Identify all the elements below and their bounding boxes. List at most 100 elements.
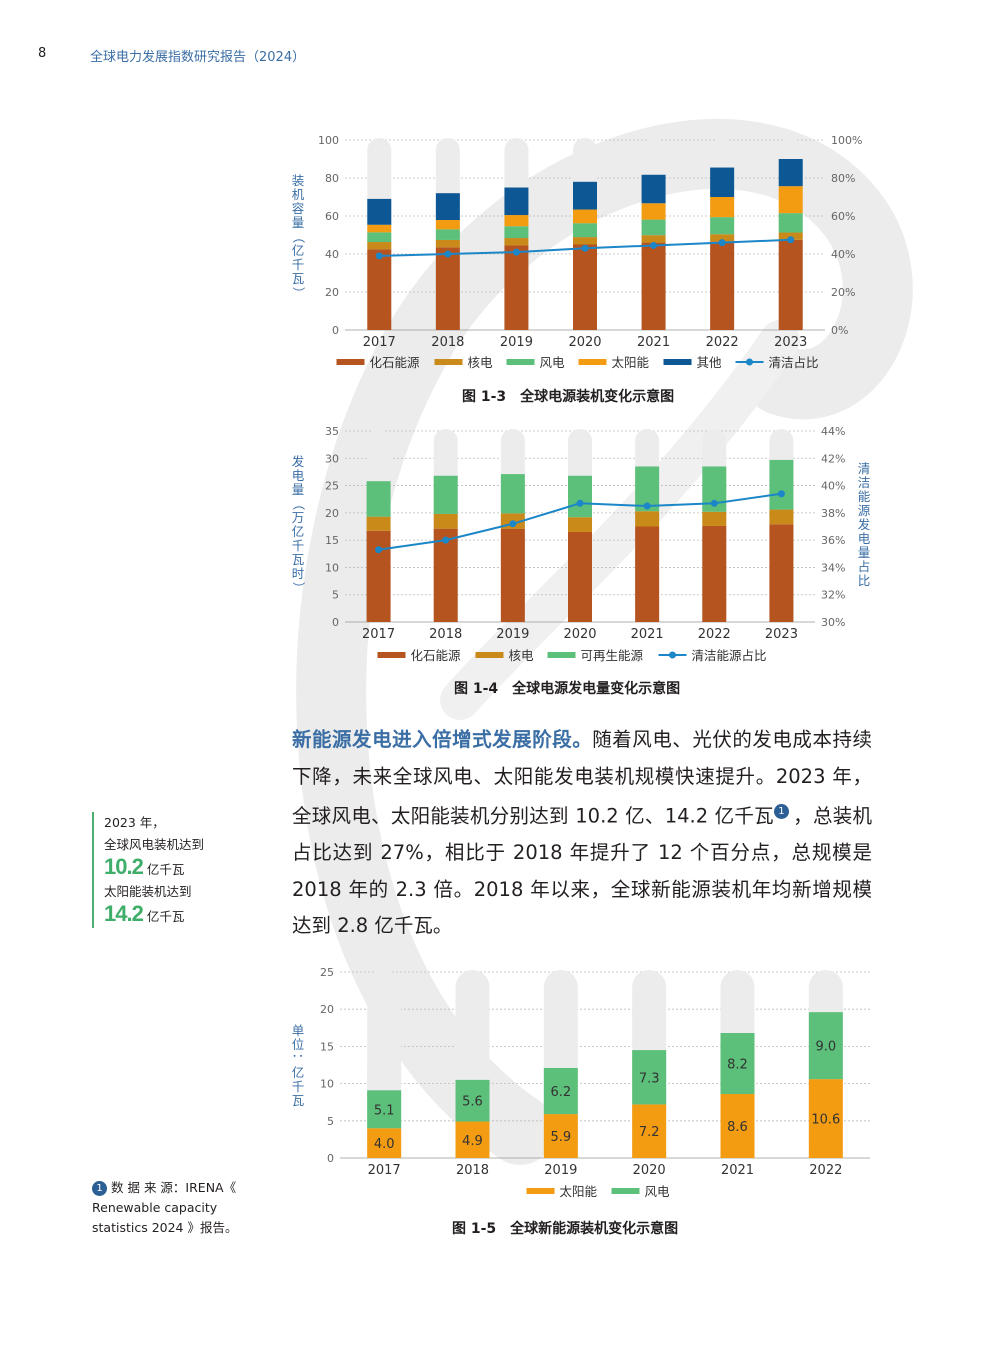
line-point bbox=[718, 239, 726, 247]
y2-tick-label: 60% bbox=[831, 210, 855, 223]
y-axis-label-char: 千 bbox=[292, 257, 305, 272]
page-number: 8 bbox=[38, 46, 47, 61]
bar-segment-太阳能 bbox=[543, 1114, 578, 1158]
y-tick-label: 0 bbox=[327, 1152, 334, 1165]
line-point bbox=[509, 520, 517, 528]
footnote-marker: 1 bbox=[773, 804, 789, 819]
bar-segment-风电 bbox=[573, 223, 597, 238]
bar-segment-风电 bbox=[367, 1090, 402, 1129]
sidenote-line-1: 2023 年， bbox=[104, 815, 165, 830]
x-tick-label: 2019 bbox=[500, 335, 533, 350]
bar-segment-其他 bbox=[641, 174, 666, 204]
y-tick-label: 25 bbox=[320, 966, 334, 979]
y-axis-label-char: 亿 bbox=[292, 1065, 305, 1080]
line-point bbox=[512, 248, 520, 256]
bar-segment-核电 bbox=[702, 511, 727, 526]
bar-segment-风电 bbox=[641, 219, 666, 236]
x-tick-label: 2021 bbox=[637, 335, 670, 350]
bar-data-label: 5.1 bbox=[374, 1103, 395, 1118]
bar-segment-可再生能源 bbox=[568, 475, 592, 518]
bar-data-label: 9.0 bbox=[815, 1040, 836, 1055]
y2-tick-label: 38% bbox=[821, 507, 845, 520]
y2-tick-label: 44% bbox=[821, 425, 845, 438]
x-tick-label: 2017 bbox=[362, 627, 395, 642]
legend-swatch bbox=[475, 652, 504, 658]
y2-axis-label-char: 比 bbox=[858, 573, 871, 588]
x-tick-label: 2018 bbox=[456, 1163, 489, 1178]
line-point bbox=[375, 252, 383, 260]
bar-segment-风电 bbox=[543, 1067, 578, 1115]
bar-segment-化石能源 bbox=[635, 526, 660, 622]
x-tick-label: 2020 bbox=[563, 627, 596, 642]
bar-segment-其他 bbox=[710, 167, 735, 197]
y-tick-label: 80 bbox=[325, 172, 339, 185]
bar-segment-化石能源 bbox=[366, 530, 391, 622]
y2-axis-label-char: 量 bbox=[858, 545, 871, 560]
y2-tick-label: 34% bbox=[821, 561, 845, 574]
line-point bbox=[375, 546, 383, 554]
y2-axis-label-char: 发 bbox=[858, 517, 871, 532]
y-axis-label-char: 容 bbox=[292, 201, 305, 216]
y-axis-label-char: ： bbox=[291, 1053, 306, 1066]
line-point bbox=[777, 490, 785, 498]
x-tick-label: 2019 bbox=[544, 1163, 577, 1178]
line-point bbox=[643, 502, 651, 510]
y-tick-label: 40 bbox=[325, 248, 339, 261]
bar-segment-核电 bbox=[366, 516, 391, 531]
y-tick-label: 25 bbox=[325, 480, 339, 493]
legend-swatch bbox=[506, 359, 535, 365]
legend-label: 其他 bbox=[697, 355, 723, 370]
legend-swatch bbox=[336, 359, 365, 365]
y2-tick-label: 100% bbox=[831, 134, 862, 147]
y2-tick-label: 42% bbox=[821, 452, 845, 465]
sidenote-unit-1: 亿千瓦 bbox=[146, 862, 185, 877]
line-point bbox=[787, 236, 795, 244]
bar-segment-太阳能 bbox=[632, 1104, 667, 1158]
bar-segment-其他 bbox=[367, 198, 392, 225]
bar-segment-太阳能 bbox=[710, 197, 735, 218]
y-axis-label-char: ） bbox=[291, 287, 306, 300]
running-header-title: 全球电力发展指数研究报告（2024） bbox=[90, 50, 306, 65]
legend-swatch bbox=[663, 359, 692, 365]
bar-segment-风电 bbox=[720, 1033, 755, 1095]
bar-segment-太阳能 bbox=[808, 1079, 843, 1158]
y-tick-label: 0 bbox=[332, 616, 339, 629]
bar-segment-核电 bbox=[635, 511, 660, 527]
bar-segment-化石能源 bbox=[769, 524, 794, 622]
bar-data-label: 4.0 bbox=[374, 1137, 395, 1152]
bar-segment-太阳能 bbox=[435, 219, 460, 230]
y-tick-label: 35 bbox=[325, 425, 339, 438]
y-tick-label: 20 bbox=[325, 507, 339, 520]
y-axis-label-char: 量 bbox=[292, 482, 305, 497]
y-tick-label: 20 bbox=[325, 286, 339, 299]
bar-data-label: 10.6 bbox=[811, 1113, 840, 1128]
y2-tick-label: 32% bbox=[821, 589, 845, 602]
y-axis-label-char: 万 bbox=[292, 510, 305, 525]
bar-data-label: 8.2 bbox=[727, 1058, 748, 1073]
y-axis-label-char: 亿 bbox=[292, 524, 305, 539]
legend-label: 风电 bbox=[540, 355, 566, 370]
y2-tick-label: 40% bbox=[821, 480, 845, 493]
legend-label: 化石能源 bbox=[411, 648, 462, 663]
y-axis-label-char: 千 bbox=[292, 538, 305, 553]
y2-tick-label: 30% bbox=[821, 616, 845, 629]
x-tick-label: 2023 bbox=[774, 335, 807, 350]
y-tick-label: 15 bbox=[325, 534, 339, 547]
sidenote-line-2: 全球风电装机达到 bbox=[104, 837, 205, 852]
x-tick-label: 2017 bbox=[368, 1163, 401, 1178]
x-tick-label: 2018 bbox=[429, 627, 462, 642]
sidenote-line-3: 太阳能装机达到 bbox=[104, 884, 192, 899]
bar-segment-风电 bbox=[710, 217, 735, 235]
y2-axis-label-char: 源 bbox=[858, 503, 871, 518]
y-axis-label-char: 发 bbox=[292, 454, 305, 469]
y-axis-label-char: （ bbox=[291, 231, 306, 244]
x-tick-label: 2020 bbox=[633, 1163, 666, 1178]
body-paragraph: 新能源发电进入倍增式发展阶段。随着风电、光伏的发电成本持续下降，未来全球风电、太… bbox=[292, 722, 872, 945]
legend-label: 清洁能源占比 bbox=[692, 648, 767, 663]
bar-segment-核电 bbox=[504, 238, 529, 246]
bar-segment-核电 bbox=[435, 239, 460, 248]
bar-segment-太阳能 bbox=[455, 1121, 490, 1158]
y-axis-label-char: 瓦 bbox=[292, 1093, 305, 1108]
y-tick-label: 100 bbox=[318, 134, 339, 147]
legend-swatch bbox=[578, 359, 607, 365]
